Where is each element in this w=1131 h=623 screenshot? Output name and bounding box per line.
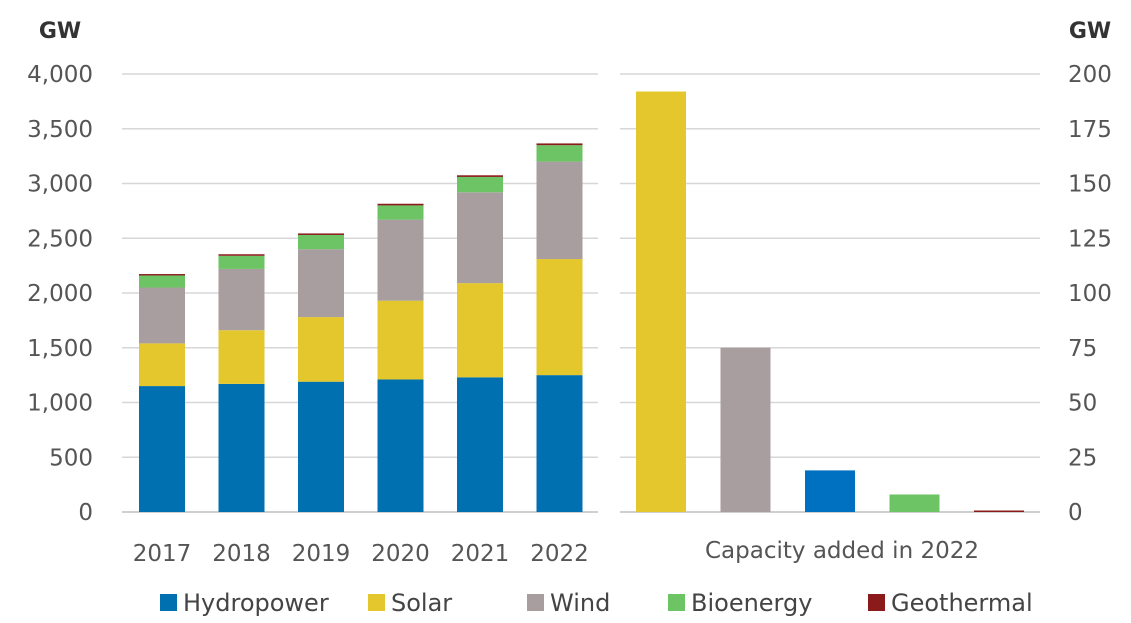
bar-segment-hydropower-2021: [457, 377, 503, 512]
right-y-tick-label: 75: [1068, 336, 1097, 362]
legend-swatch-wind: [527, 594, 544, 611]
bar-segment-geothermal-2021: [457, 175, 503, 177]
legend-swatch-geothermal: [868, 594, 885, 611]
bar-segment-solar-2022: [536, 259, 583, 376]
x-tick-label-2019: 2019: [292, 541, 351, 567]
legend-label-solar: Solar: [391, 589, 452, 617]
legend-swatch-hydropower: [160, 594, 177, 611]
left-y-tick-label: 2,500: [27, 226, 93, 252]
left-y-tick-label: 500: [49, 445, 93, 471]
added-bar-wind: [720, 347, 771, 512]
legend-swatch-solar: [368, 594, 385, 611]
right-y-tick-label: 50: [1068, 391, 1097, 417]
x-tick-label-2021: 2021: [451, 541, 510, 567]
bar-segment-geothermal-2017: [139, 274, 185, 276]
x-tick-label-2022: 2022: [530, 541, 589, 567]
bar-segment-geothermal-2018: [218, 254, 265, 256]
left-y-tick-label: 0: [78, 500, 93, 526]
bar-segment-bioenergy-2021: [457, 176, 503, 193]
bar-segment-hydropower-2019: [298, 381, 344, 512]
x-tick-label-2018: 2018: [212, 541, 271, 567]
legend-swatch-bioenergy: [668, 594, 685, 611]
bar-segment-hydropower-2017: [139, 386, 185, 512]
legend-item-bioenergy: Bioenergy: [668, 589, 812, 617]
left-y-tick-label: 2,000: [27, 281, 93, 307]
added-bar-hydropower: [805, 470, 855, 512]
right-y-tick-label: 0: [1068, 500, 1083, 526]
legend-label-hydropower: Hydropower: [183, 589, 329, 617]
bar-segment-bioenergy-2017: [139, 275, 185, 288]
right-y-unit-label: GW: [1069, 19, 1111, 44]
bar-segment-bioenergy-2020: [377, 205, 424, 220]
right-y-tick-label: 200: [1068, 62, 1112, 88]
cumulative-capacity-panel: 0 500 1,000 1,500 2,000 2,500 3,000 3,500 4,000 G…: [27, 19, 598, 567]
legend-item-geothermal: Geothermal: [868, 589, 1033, 617]
bar-segment-hydropower-2022: [536, 375, 583, 512]
right-y-tick-label: 175: [1068, 117, 1112, 143]
legend-item-solar: Solar: [368, 589, 452, 617]
x-tick-label-2020: 2020: [371, 541, 430, 567]
bar-segment-bioenergy-2019: [298, 234, 344, 250]
added-bar-geothermal: [974, 510, 1024, 512]
bar-segment-solar-2020: [377, 300, 424, 380]
bar-segment-bioenergy-2018: [218, 255, 265, 269]
left-y-unit-label: GW: [39, 19, 81, 44]
legend-item-wind: Wind: [527, 589, 610, 617]
x-tick-label-2017: 2017: [133, 541, 192, 567]
bar-segment-solar-2019: [298, 317, 344, 382]
bar-segment-bioenergy-2022: [536, 145, 583, 162]
bar-segment-wind-2019: [298, 249, 344, 318]
right-y-tick-label: 25: [1068, 445, 1097, 471]
left-y-tick-label: 3,000: [27, 172, 93, 198]
legend-label-wind: Wind: [550, 589, 610, 617]
added-bar-solar: [636, 91, 686, 513]
left-y-tick-label: 3,500: [27, 117, 93, 143]
right-y-tick-label: 150: [1068, 172, 1112, 198]
left-y-tick-label: 1,500: [27, 336, 93, 362]
bar-segment-solar-2021: [457, 283, 503, 378]
bar-segment-wind-2018: [218, 268, 265, 331]
bar-segment-wind-2017: [139, 287, 185, 344]
bar-segment-geothermal-2019: [298, 233, 344, 235]
legend-label-geothermal: Geothermal: [891, 589, 1033, 617]
bar-segment-wind-2020: [377, 219, 424, 301]
legend-label-bioenergy: Bioenergy: [691, 589, 812, 617]
right-y-tick-label: 100: [1068, 281, 1112, 307]
right-y-tick-label: 125: [1068, 226, 1112, 252]
bar-segment-geothermal-2020: [377, 203, 424, 206]
right-x-axis-label: Capacity added in 2022: [705, 538, 979, 564]
legend-item-hydropower: Hydropower: [160, 589, 329, 617]
bar-segment-wind-2022: [536, 161, 583, 260]
bar-segment-solar-2018: [218, 330, 265, 384]
bar-segment-hydropower-2020: [377, 379, 424, 512]
chart-legend: Hydropower Solar Wind Bioenergy Geothermal: [160, 589, 1033, 617]
bar-segment-hydropower-2018: [218, 383, 265, 512]
capacity-added-panel: 0 25 50 75 100 125 150 175 200 GW Capacity added i…: [620, 19, 1112, 564]
left-y-tick-label: 4,000: [27, 62, 93, 88]
bar-segment-geothermal-2022: [536, 143, 583, 146]
bar-segment-wind-2021: [457, 192, 503, 284]
left-y-tick-label: 1,000: [27, 391, 93, 417]
bar-segment-solar-2017: [139, 343, 185, 387]
added-bar-bioenergy: [889, 494, 940, 512]
